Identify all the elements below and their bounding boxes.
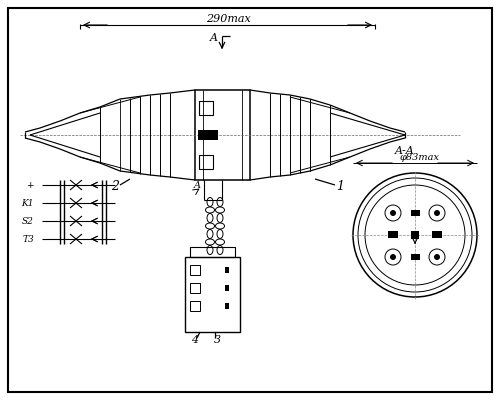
Bar: [225, 303, 229, 309]
Text: T3: T3: [22, 234, 34, 244]
Bar: [388, 231, 398, 238]
Bar: [190, 301, 200, 311]
Bar: [432, 231, 442, 238]
Bar: [190, 247, 235, 257]
Bar: [225, 285, 229, 291]
Circle shape: [390, 254, 396, 260]
Circle shape: [390, 210, 396, 216]
Bar: [185, 257, 240, 332]
Text: A-A: A-A: [395, 146, 415, 156]
Bar: [411, 254, 420, 260]
Text: K1: K1: [22, 198, 34, 208]
Bar: [198, 130, 218, 140]
Text: φ83max: φ83max: [400, 152, 440, 162]
Text: S2: S2: [22, 216, 34, 226]
Text: 4: 4: [192, 335, 198, 345]
Bar: [195, 90, 250, 180]
Bar: [190, 283, 200, 293]
Bar: [411, 231, 419, 239]
Bar: [199, 101, 213, 115]
Bar: [199, 155, 213, 169]
Text: 290max: 290max: [206, 14, 250, 24]
Bar: [411, 210, 420, 216]
Text: 1: 1: [336, 180, 344, 194]
Text: 2: 2: [111, 180, 119, 194]
Text: 3: 3: [214, 335, 220, 345]
Circle shape: [434, 210, 440, 216]
Text: A: A: [194, 180, 200, 190]
Text: A: A: [210, 33, 218, 43]
Circle shape: [434, 254, 440, 260]
Bar: [225, 267, 229, 273]
Bar: [190, 265, 200, 275]
Text: +: +: [26, 180, 34, 190]
